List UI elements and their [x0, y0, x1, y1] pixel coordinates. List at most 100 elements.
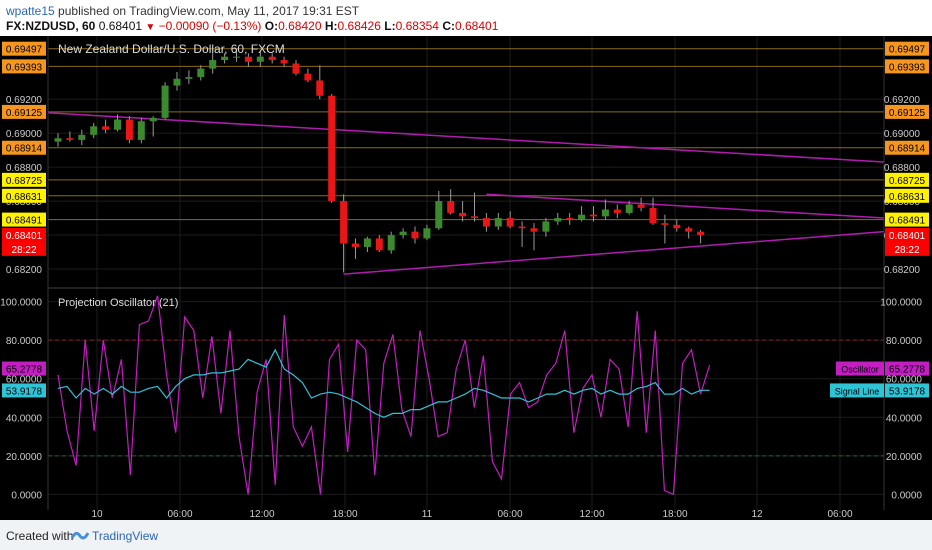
candle-body	[554, 218, 562, 222]
countdown-badge-left-bg	[2, 241, 46, 256]
level-badge-right-bg	[885, 59, 929, 74]
trendline	[486, 193, 885, 219]
publish-line: wpatte15 published on TradingView.com, M…	[6, 4, 359, 18]
time-tick-label: 06:00	[497, 509, 522, 520]
candle-body	[78, 134, 86, 140]
level-badge-left: 0.68914	[6, 144, 43, 155]
candle-body	[435, 201, 443, 229]
level-badge-left: 0.69125	[6, 108, 43, 119]
level-badge-right: 0.68631	[889, 192, 926, 203]
time-axis: 10 06:00 12:00 18:00 11 06:00 12:00 18:00 12 06:0…	[91, 509, 853, 520]
level-badge-right-bg	[885, 140, 929, 155]
time-tick-label: 06:00	[827, 509, 852, 520]
oscillator-grid	[48, 301, 884, 495]
level-badge-left-bg	[2, 140, 46, 155]
candle-body	[185, 77, 193, 79]
candle-body	[447, 201, 455, 213]
oscillator-tick-label: 100.0000	[0, 298, 42, 309]
candle-body	[387, 235, 395, 251]
price-change: −0.00090 (−0.13%)	[158, 19, 262, 33]
down-triangle-icon: ▼	[145, 22, 156, 33]
trendline	[47, 111, 885, 163]
countdown-badge-right: 28:22	[894, 245, 919, 256]
level-badge-left: 0.69393	[6, 62, 43, 73]
candle-body	[423, 228, 431, 239]
signal-name-badge: Signal Line	[835, 386, 880, 396]
oscillator-tick-label: 100.0000	[880, 298, 922, 309]
oscillator-tick-label: 40.0000	[6, 413, 43, 424]
current-price-badge-left-bg	[2, 227, 46, 242]
candle-body	[137, 121, 145, 140]
candle-body	[673, 224, 681, 229]
candle-body	[518, 226, 526, 229]
candle-body	[613, 209, 621, 213]
low-value: 0.68354	[395, 19, 439, 33]
level-badge-left-bg	[2, 188, 46, 203]
oscillator-pane-title: Projection Oscillator (21)	[58, 297, 178, 309]
candle-body	[280, 60, 288, 64]
oscillator-tick-label: 80.0000	[6, 336, 43, 347]
level-badge-left-bg	[2, 41, 46, 56]
level-badge-left-bg	[2, 212, 46, 227]
candle-body	[340, 201, 348, 244]
horizontal-levels	[48, 48, 884, 221]
level-badge-right: 0.69393	[889, 62, 926, 73]
current-price-badge-right-bg	[885, 227, 929, 242]
candle-body	[459, 212, 467, 217]
oscillator-tick-label: 80.0000	[886, 336, 923, 347]
price-tick-label: 0.69200	[6, 95, 43, 106]
current-price-badge-right: 0.68401	[889, 231, 926, 242]
open-label: O:	[264, 19, 279, 33]
candle-body	[268, 56, 276, 61]
close-label: C:	[442, 19, 455, 33]
countdown-badge-right-bg	[885, 241, 929, 256]
candle-body	[292, 63, 300, 74]
price-grid	[48, 36, 884, 510]
candle-body	[221, 56, 229, 61]
candle-body	[399, 231, 407, 236]
oscillator-value-badge-left-bg	[2, 361, 46, 376]
level-badge-left: 0.69497	[6, 45, 43, 56]
tradingview-logo-icon	[70, 531, 90, 540]
author-link[interactable]: wpatte15	[6, 4, 55, 18]
candle-body	[375, 238, 383, 251]
close-value: 0.68401	[454, 19, 499, 33]
price-tick-label: 0.68200	[884, 265, 921, 276]
oscillator-value-badge-right-bg	[885, 361, 929, 376]
time-tick-label: 12:00	[249, 509, 274, 520]
candle-body	[316, 80, 324, 96]
oscillator-value-badge-right: 65.2778	[889, 365, 926, 376]
level-badge-right: 0.68491	[889, 216, 926, 227]
high-value: 0.68426	[337, 19, 381, 33]
axis-badges: 0.69497 0.69497 0.69393 0.69393 0.69125 0.691…	[2, 41, 929, 398]
candle-body	[256, 56, 264, 62]
low-label: L:	[384, 19, 396, 33]
price-tick-label: 0.69200	[884, 95, 921, 106]
time-tick-label: 11	[422, 509, 433, 520]
candlestick-series	[54, 49, 705, 273]
level-badge-right: 0.68914	[889, 144, 926, 155]
signal-value-badge-right-bg	[885, 383, 929, 398]
high-label: H:	[324, 19, 338, 33]
signal-value-badge-right: 53.9178	[889, 386, 926, 397]
candle-body	[411, 231, 419, 239]
candle-body	[363, 238, 371, 247]
price-tick-label: 0.68200	[6, 265, 43, 276]
symbol-label: FX:NZDUSD, 60	[6, 19, 96, 33]
oscillator-value-badge-left: 65.2778	[6, 365, 43, 376]
level-badge-left: 0.68491	[6, 216, 43, 227]
chart-header: wpatte15 published on TradingView.com, M…	[0, 0, 932, 36]
level-badge-right-bg	[885, 188, 929, 203]
level-badge-right-bg	[885, 104, 929, 119]
chart-background	[0, 36, 932, 520]
oscillator-tick-label: 0.0000	[11, 490, 42, 501]
candle-body	[697, 231, 705, 236]
candle-body	[661, 223, 669, 225]
candle-body	[506, 218, 514, 227]
chart-canvas[interactable]: New Zealand Dollar/U.S. Dollar, 60, FXCM…	[0, 36, 932, 520]
ohlc-line: FX:NZDUSD, 60 0.68401 ▼ −0.00090 (−0.13%…	[6, 19, 498, 33]
candle-body	[66, 138, 74, 140]
tradingview-link[interactable]: TradingView	[92, 529, 159, 543]
level-badge-left-bg	[2, 104, 46, 119]
candle-body	[102, 126, 110, 130]
